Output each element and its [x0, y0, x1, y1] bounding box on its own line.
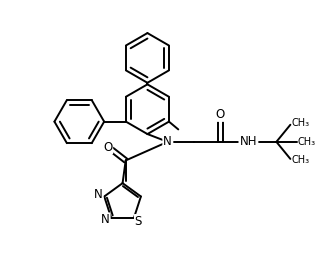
Text: O: O	[103, 141, 113, 154]
Text: CH₃: CH₃	[297, 137, 315, 147]
Text: CH₃: CH₃	[292, 118, 310, 128]
Text: N: N	[101, 213, 110, 226]
Text: N: N	[163, 135, 172, 148]
Text: NH: NH	[240, 135, 257, 148]
Text: O: O	[216, 108, 225, 121]
Text: CH₃: CH₃	[292, 155, 310, 165]
Text: N: N	[94, 188, 103, 201]
Text: S: S	[135, 215, 142, 228]
